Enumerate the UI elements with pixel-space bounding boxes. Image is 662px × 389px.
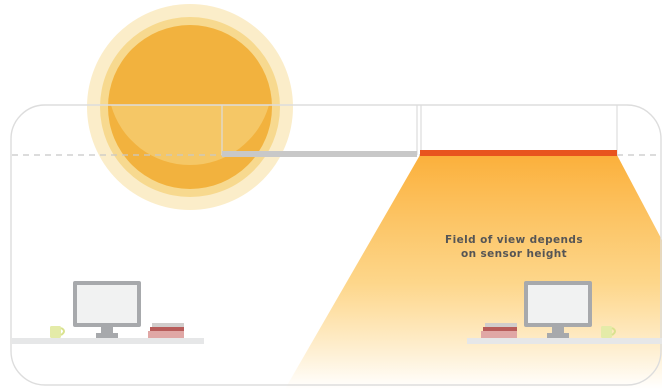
sensor-bar-icon xyxy=(420,150,617,156)
sun-icon xyxy=(87,4,293,210)
field-of-view-beam xyxy=(285,155,662,389)
annotation-line-2: on sensor height xyxy=(404,247,624,261)
light-fixture-bar xyxy=(222,151,417,157)
books-icon xyxy=(481,323,517,338)
desk xyxy=(467,338,662,344)
mug-icon xyxy=(50,326,64,338)
workstation-left xyxy=(12,281,204,344)
field-of-view-annotation: Field of view depends on sensor height xyxy=(404,233,624,261)
desk xyxy=(12,338,204,344)
annotation-line-1: Field of view depends xyxy=(404,233,624,247)
books-icon xyxy=(148,323,184,338)
monitor-icon xyxy=(73,281,141,338)
